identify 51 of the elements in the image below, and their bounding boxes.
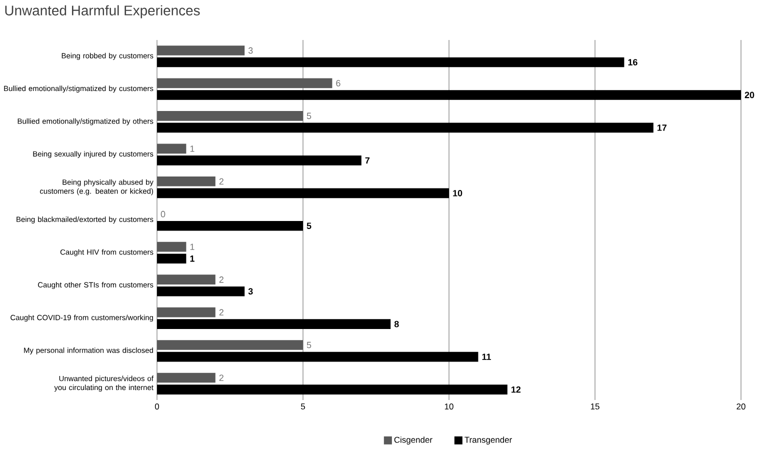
- data-label: 8: [394, 320, 399, 328]
- data-label: 2: [219, 178, 224, 185]
- x-tick-label: 20: [736, 404, 746, 410]
- bar: [157, 340, 303, 350]
- bar: [157, 90, 742, 100]
- bar: [157, 188, 450, 198]
- bar: [157, 57, 624, 68]
- legend-label: Transgender: [464, 436, 512, 444]
- data-label: 3: [248, 288, 253, 295]
- data-label: 1: [190, 256, 194, 262]
- data-label: 0: [160, 210, 166, 218]
- bar: [157, 384, 508, 394]
- x-tick-label: 5: [300, 404, 306, 410]
- x-tick-label: 0: [154, 404, 160, 410]
- legend-label: Cisgender: [394, 436, 432, 444]
- data-label: 6: [336, 80, 340, 86]
- chart-title: Unwanted Harmful Experiences: [5, 5, 200, 18]
- bar: [157, 220, 303, 231]
- x-tick-label: 10: [444, 404, 454, 410]
- data-label: 1: [190, 146, 194, 152]
- data-label: 3: [248, 47, 253, 54]
- bar: [157, 372, 216, 383]
- data-label: 17: [657, 124, 667, 131]
- x-tick-label: 15: [590, 404, 600, 410]
- bar: [157, 274, 216, 284]
- data-label: 5: [306, 342, 312, 348]
- data-label: 1: [190, 244, 194, 250]
- bar: [157, 46, 245, 56]
- data-label: 2: [219, 374, 224, 381]
- data-label: 12: [511, 386, 521, 393]
- data-label: 2: [219, 276, 224, 283]
- data-label: 10: [453, 190, 462, 196]
- data-label: 5: [306, 222, 312, 230]
- bar: [157, 111, 303, 121]
- data-label: 5: [306, 112, 312, 120]
- data-label: 2: [219, 309, 224, 316]
- bar: [157, 122, 654, 133]
- bar: [157, 156, 362, 166]
- bar: [157, 254, 186, 264]
- bar: [157, 78, 332, 88]
- data-label: 7: [365, 157, 370, 164]
- bar: [157, 307, 216, 318]
- bar: [157, 176, 216, 186]
- data-label: 20: [744, 92, 754, 98]
- bar: [157, 144, 186, 154]
- bar: [157, 286, 245, 296]
- data-label: 16: [628, 59, 638, 66]
- bar: [157, 319, 391, 329]
- bar: [157, 242, 186, 252]
- data-label: 11: [482, 354, 491, 360]
- bar: [157, 352, 478, 362]
